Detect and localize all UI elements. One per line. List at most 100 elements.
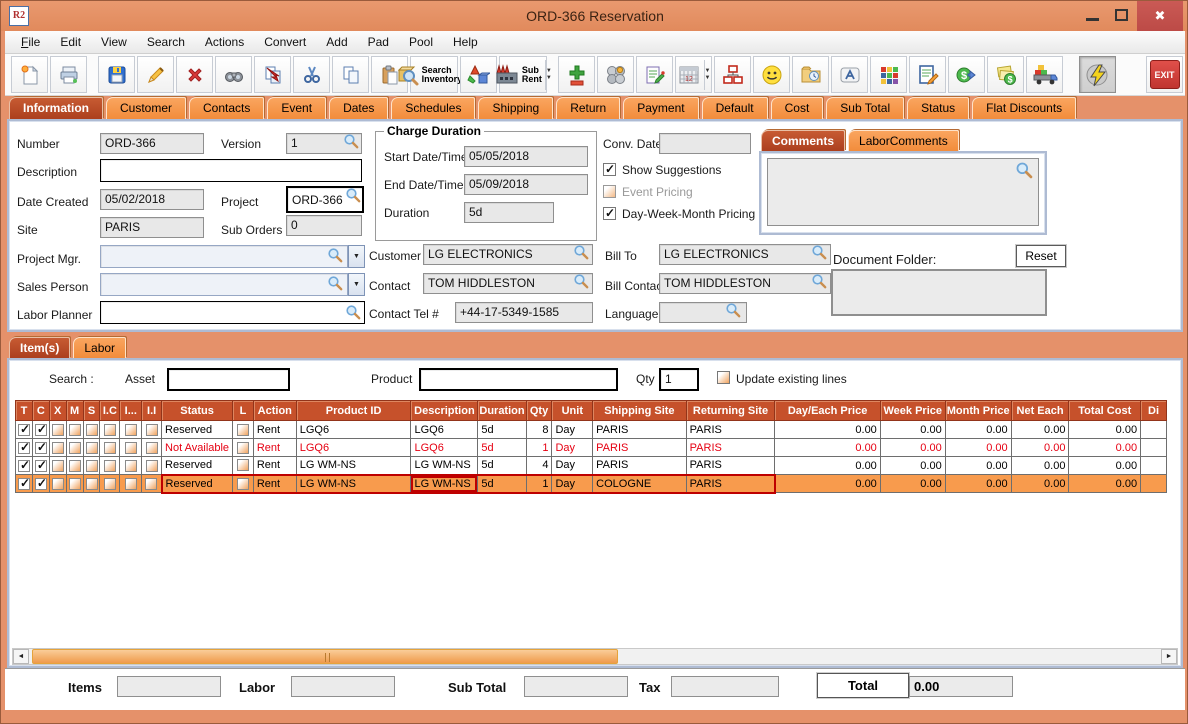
tab-dates[interactable]: Dates — [329, 97, 389, 119]
cell-returning-site[interactable]: PARIS — [685, 473, 776, 494]
cell-di[interactable] — [1140, 456, 1167, 475]
cell-t[interactable] — [15, 438, 33, 457]
cell-unit[interactable]: Day — [551, 473, 594, 494]
col-shipping-site[interactable]: Shipping Site — [592, 400, 687, 421]
cell-product-id[interactable]: LG WM-NS — [295, 456, 412, 475]
row-checkbox-ii[interactable] — [145, 477, 158, 490]
labor-planner-field[interactable] — [100, 301, 365, 324]
shortcut-button[interactable] — [831, 56, 868, 93]
number-field[interactable]: ORD-366 — [100, 133, 204, 154]
copy-button[interactable] — [332, 56, 369, 93]
cell-c[interactable] — [31, 474, 50, 493]
contact-search-icon[interactable] — [573, 273, 1178, 289]
row-checkbox-s[interactable] — [85, 423, 98, 436]
row-checkbox-ic[interactable] — [103, 477, 116, 490]
row-checkbox-ic[interactable] — [103, 423, 116, 436]
sub-rent-dropdown-icon[interactable]: ▼ ▼ — [544, 59, 552, 90]
col-month-price[interactable]: Month Price — [944, 400, 1012, 421]
cell-description[interactable]: LG WM-NS — [410, 473, 479, 494]
start-date-field[interactable]: 05/05/2018 — [464, 146, 588, 167]
cell-x[interactable] — [48, 474, 67, 493]
cell-c[interactable] — [31, 456, 50, 475]
row-checkbox-m[interactable] — [68, 423, 81, 436]
inventory-cubes-button[interactable] — [870, 56, 907, 93]
col-t[interactable]: T — [15, 400, 33, 421]
cell-net-each[interactable]: 0.00 — [1010, 420, 1070, 439]
cell-ic[interactable] — [99, 438, 121, 457]
calendar-button[interactable]: 12 ▼ ▼ — [675, 56, 712, 93]
col-action[interactable]: Action — [252, 400, 297, 421]
project-mgr-search-icon[interactable] — [327, 247, 1178, 263]
product-input[interactable] — [419, 368, 618, 391]
bill-to-field[interactable]: LG ELECTRONICS — [659, 244, 831, 265]
flash-button[interactable] — [1079, 56, 1116, 93]
tab-customer[interactable]: Customer — [106, 97, 187, 119]
delete-button[interactable] — [176, 56, 213, 93]
cell-l[interactable] — [232, 438, 254, 457]
cell-di[interactable] — [1140, 474, 1167, 493]
cell-month[interactable]: 0.00 — [944, 474, 1012, 493]
cell-action[interactable]: Rent — [252, 473, 297, 494]
cell-week[interactable]: 0.00 — [879, 420, 946, 439]
cell-net-each[interactable]: 0.00 — [1010, 456, 1070, 475]
print-button[interactable] — [50, 56, 87, 93]
dwm-pricing-checkbox[interactable] — [603, 206, 616, 220]
row-checkbox-s[interactable] — [85, 477, 98, 490]
sub-rent-button[interactable]: Sub Rent ▼ ▼ — [496, 56, 552, 93]
row-checkbox-c[interactable] — [34, 476, 47, 490]
tab-schedules[interactable]: Schedules — [391, 97, 476, 119]
project-mgr-dropdown-icon[interactable]: ▼ — [348, 245, 365, 268]
new-document-button[interactable] — [11, 56, 48, 93]
col-week-price[interactable]: Week Price — [879, 400, 946, 421]
cell-idots[interactable] — [119, 420, 143, 439]
tab-labor-comments[interactable]: LaborComments — [848, 130, 959, 151]
cell-week[interactable]: 0.00 — [879, 438, 946, 457]
crew-button[interactable] — [753, 56, 790, 93]
cell-di[interactable] — [1140, 438, 1167, 457]
cell-idots[interactable] — [119, 438, 143, 457]
cell-l[interactable] — [232, 473, 254, 494]
cell-unit[interactable]: Day — [551, 456, 594, 475]
cell-s[interactable] — [82, 420, 101, 439]
col-i[interactable]: I... — [119, 400, 143, 421]
cell-idots[interactable] — [119, 474, 143, 493]
row-checkbox-t[interactable] — [17, 476, 30, 490]
cell-description[interactable]: LGQ6 — [410, 420, 479, 439]
cell-day-each[interactable]: 0.00 — [774, 456, 881, 475]
invoices-button[interactable]: $ — [987, 56, 1024, 93]
col-status[interactable]: Status — [161, 400, 234, 421]
cell-s[interactable] — [82, 438, 101, 457]
col-net-each[interactable]: Net Each — [1010, 400, 1070, 421]
menu-item-pad[interactable]: Pad — [367, 34, 389, 49]
items-hscrollbar[interactable]: ◄ ► — [12, 648, 1178, 665]
version-search-icon[interactable] — [343, 133, 1178, 149]
end-date-field[interactable]: 05/09/2018 — [464, 174, 588, 195]
tab-shipping[interactable]: Shipping — [478, 97, 554, 119]
row-checkbox-m[interactable] — [68, 459, 81, 472]
col-day-each-price[interactable]: Day/Each Price — [774, 400, 881, 421]
cell-total-cost[interactable]: 0.00 — [1068, 474, 1142, 493]
cell-description[interactable]: LG WM-NS — [410, 456, 479, 475]
cell-net-each[interactable]: 0.00 — [1010, 474, 1070, 493]
description-field[interactable] — [100, 159, 362, 182]
row-checkbox-c[interactable] — [34, 422, 47, 436]
cell-x[interactable] — [48, 456, 67, 475]
row-checkbox-s[interactable] — [85, 459, 98, 472]
menu-item-convert[interactable]: Convert — [264, 34, 307, 49]
cut-button[interactable] — [293, 56, 330, 93]
col-total-cost[interactable]: Total Cost — [1068, 400, 1142, 421]
cell-duration[interactable]: 5d — [477, 438, 527, 457]
products-button[interactable] — [459, 56, 497, 93]
date-created-field[interactable]: 05/02/2018 — [100, 189, 204, 210]
history-button[interactable] — [792, 56, 829, 93]
row-checkbox-c[interactable] — [34, 458, 47, 472]
col-i-i[interactable]: I.I — [141, 400, 163, 421]
cell-day-each[interactable]: 0.00 — [774, 438, 881, 457]
cell-t[interactable] — [15, 456, 33, 475]
col-i-c[interactable]: I.C — [99, 400, 121, 421]
cell-status[interactable]: Reserved — [161, 420, 234, 439]
cell-returning-site[interactable]: PARIS — [685, 456, 776, 475]
row-checkbox-idots[interactable] — [124, 459, 137, 472]
